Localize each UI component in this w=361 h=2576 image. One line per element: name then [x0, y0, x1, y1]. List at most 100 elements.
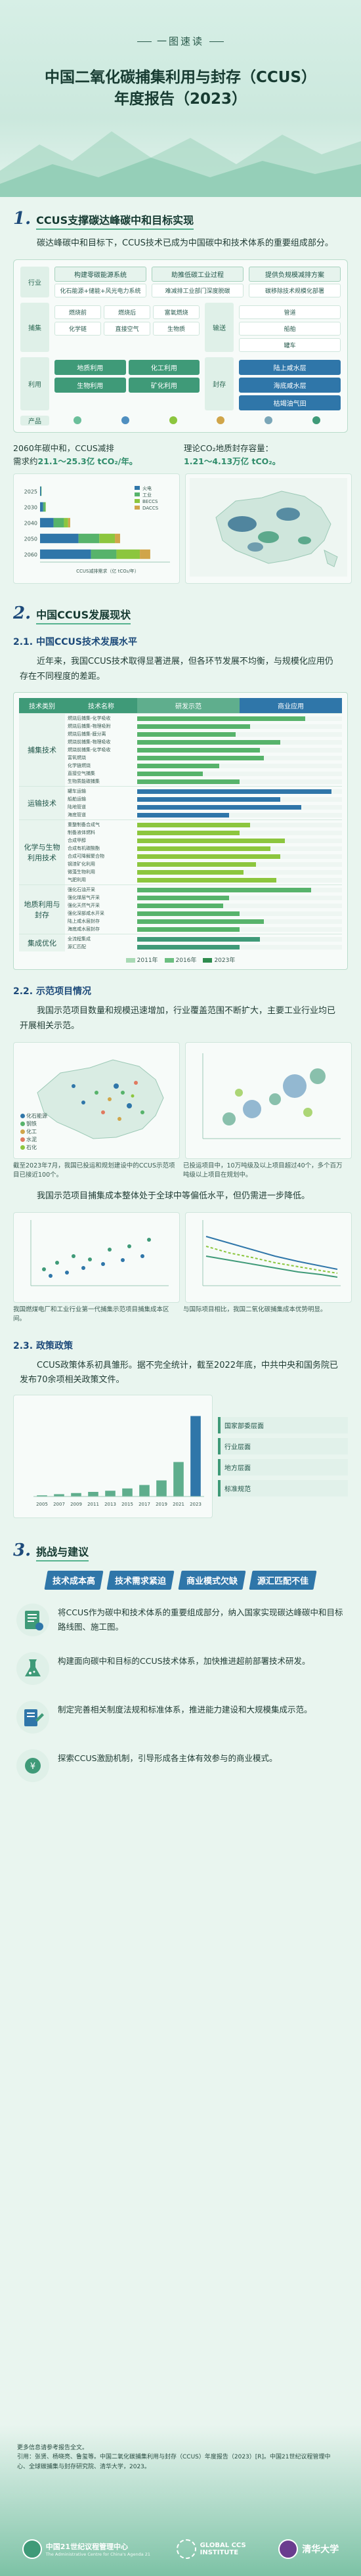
tech-category: 化学与生物利用技术	[19, 820, 65, 885]
tech-maturity-bar	[137, 846, 270, 851]
policy-bar	[156, 1480, 167, 1496]
tech-row: 燃烧前捕集-物理吸收	[65, 739, 342, 745]
policy-list: 国家部委层面 行业层面 地方层面 标准规范	[218, 1395, 348, 1518]
stage-label-capture: 捕集	[20, 302, 49, 352]
tech-row: 陆地管道	[65, 804, 342, 810]
acca21-emblem-icon	[22, 2539, 42, 2559]
tech-name: 燃烧前捕集-物理吸收	[68, 739, 111, 745]
policy-bar	[139, 1485, 150, 1496]
tech-maturity-bar	[137, 747, 261, 753]
tech-row: 全流程集成	[65, 936, 342, 942]
product-fuel-icon	[74, 416, 82, 425]
tech-maturity-bar	[137, 779, 240, 784]
challenge-tags: 技术成本高 技术需求紧迫 商业模式欠缺 源汇匹配不佳	[0, 1571, 361, 1590]
goal-3: 提供负规模减排方案	[249, 266, 341, 282]
demand-bar-segment	[99, 533, 116, 543]
capture-cost-scatter	[30, 1220, 169, 1286]
demand-category-label: 2040	[24, 520, 37, 526]
china-storage-map	[190, 477, 347, 577]
storage-items: 陆上咸水层 海底咸水层 枯竭油气田	[239, 359, 341, 410]
policy-year-label: 2015	[121, 1502, 133, 1507]
stage-label-utilize: 利用	[20, 357, 49, 410]
tech-name: 直接空气捕集	[68, 771, 95, 777]
subsection-2-2-text: 我国示范项目数量和规模迅速增加，行业覆盖范围不断扩大，主要工业行业均已开展相关示…	[20, 1006, 336, 1031]
subsection-2-3-text: CCUS政策体系初具雏形。据不完全统计，截至2022年底，中共中央和国务院已发布…	[20, 1360, 339, 1386]
tech-name: 燃烧前捕集-化学吸收	[68, 747, 111, 753]
tech-row: 陆上咸水层封存	[65, 918, 342, 925]
demand-bar-segment	[115, 533, 120, 543]
cost-chart-right	[185, 1212, 352, 1303]
demand-bar-segment	[40, 502, 43, 512]
policy-item: 行业层面	[218, 1437, 348, 1454]
tech-row: 燃烧后捕集-物理吸附	[65, 723, 342, 730]
section1-charts: 2025 2030 2040 2050 2060 CCUS减排需求（亿 tCO₂/年） 火电…	[0, 473, 361, 584]
demand-bar-segment	[91, 549, 117, 559]
goal-row: 行业 构建零碳能源系统 化石能源+储能+风光电力系统 助推低碳工业过程 难减排工…	[20, 266, 341, 297]
tech-maturity-bar	[137, 903, 224, 908]
demand-x-label: CCUS减排需求（亿 tCO₂/年）	[76, 568, 139, 574]
tech-maturity-bar	[137, 822, 250, 827]
demand-chart: 2025 2030 2040 2050 2060 CCUS减排需求（亿 tCO₂/年） 火电…	[13, 473, 180, 584]
product-water-icon	[121, 416, 129, 425]
tech-group: 捕集技术 燃烧后捕集-化学吸收 燃烧后捕集-物理吸附 燃烧后捕集-膜分离 燃烧前捕集-物…	[19, 713, 342, 787]
regulation-icon	[16, 1701, 49, 1734]
tech-maturity-bar	[137, 771, 203, 776]
policy-year-label: 2007	[53, 1502, 65, 1507]
tech-name: 海底管道	[68, 812, 86, 818]
capture-item: 富氧燃烧	[153, 305, 200, 319]
policy-bar	[190, 1416, 201, 1496]
policy-bar	[122, 1488, 133, 1496]
tech-row: 钢渣矿化利用	[65, 861, 342, 867]
map-caption-left: 截至2023年7月，我国已投运和规划建设中的CCUS示范项目已接近100个。	[13, 1162, 175, 1179]
policy-bar	[54, 1494, 64, 1496]
product-chemical-icon	[264, 416, 272, 425]
policy-bar	[88, 1492, 98, 1496]
tech-name: 强化石油开采	[68, 887, 95, 893]
tech-name: 全流程集成	[68, 936, 91, 942]
tech-maturity-table: 技术类别 技术名称 研发示范 商业应用 捕集技术 燃烧后捕集-化学吸收 燃烧后捕集-…	[13, 692, 348, 971]
product-row: 产品	[20, 415, 341, 426]
tech-name: 船舶运输	[68, 797, 86, 802]
project-scale-chart	[185, 1041, 352, 1159]
tech-maturity-bar	[137, 927, 240, 932]
transport-item: 罐车	[239, 338, 341, 352]
cost-captions: 我国燃煤电厂和工业行业第一代捕集示范项目捕集成本区间。 与国际项目相比，我国二氧…	[0, 1303, 361, 1324]
logo-global-ccs: GLOBAL CCS INSTITUTE	[176, 2539, 253, 2559]
cost-comparison-lines	[202, 1220, 341, 1286]
policy-year-label: 2013	[104, 1502, 116, 1507]
tech-group: 运输技术 罐车运输 船舶运输 陆地管道 海底管道	[19, 786, 342, 820]
policy-item: 国家部委层面	[218, 1416, 348, 1433]
tech-maturity-bar	[137, 804, 301, 810]
tech-maturity-bar	[137, 830, 240, 835]
demand-legend-label: BECCS	[142, 499, 158, 504]
tech-maturity-bar	[137, 887, 312, 892]
section1-intro: 碳达峰碳中和目标下，CCUS技术已成为中国碳中和技术体系的重要组成部分。	[37, 238, 333, 248]
row-label-sector: 行业	[20, 266, 49, 297]
recommendation-item: 构建面向碳中和目标的CCUS技术体系，加快推进超前部署技术研发。	[16, 1651, 345, 1686]
demand-bar-segment	[116, 549, 140, 559]
demand-legend-label: 工业	[142, 492, 152, 498]
policy-section: 2005 2007 2009 2011 2013 2015 2017 2019 2021 2023…	[0, 1395, 361, 1518]
tech-row: 源汇匹配	[65, 944, 342, 950]
storage-capacity-stat: 理论CO₂地质封存容量： 1.21～4.13万亿 tCO₂。	[184, 443, 281, 466]
tech-row: 重整制备合成气	[65, 821, 342, 828]
tech-row: 强化深部咸水开采	[65, 910, 342, 917]
tech-category: 地质利用与封存	[19, 885, 65, 934]
tech-maturity-bar	[137, 944, 240, 950]
svg-text:¥: ¥	[30, 1762, 35, 1772]
tech-row: 燃烧后捕集-膜分离	[65, 731, 342, 737]
storage-item: 海底咸水层	[239, 377, 341, 393]
tech-maturity-bar	[137, 919, 265, 924]
tech-row: 海底管道	[65, 812, 342, 818]
tech-row: 化学链燃烧	[65, 762, 342, 769]
stage-label-storage: 封存	[205, 357, 234, 410]
tech-row: 合成可降解聚合物	[65, 853, 342, 860]
cost-caption-left: 我国燃煤电厂和工业行业第一代捕集示范项目捕集成本区间。	[13, 1306, 169, 1323]
demand-stat: 2060年碳中和，CCUS减排 需求约21.1～25.3亿 tCO₂/年。	[13, 443, 138, 466]
header-tag: 一图速读	[0, 0, 361, 48]
tech-maturity-bar	[137, 739, 281, 745]
report-title-line1: 中国二氧化碳捕集利用与封存（CCUS）	[45, 69, 316, 86]
product-label: 产品	[20, 415, 49, 426]
tech-maturity-bar	[137, 838, 285, 843]
demand-bar-segment	[53, 517, 64, 527]
